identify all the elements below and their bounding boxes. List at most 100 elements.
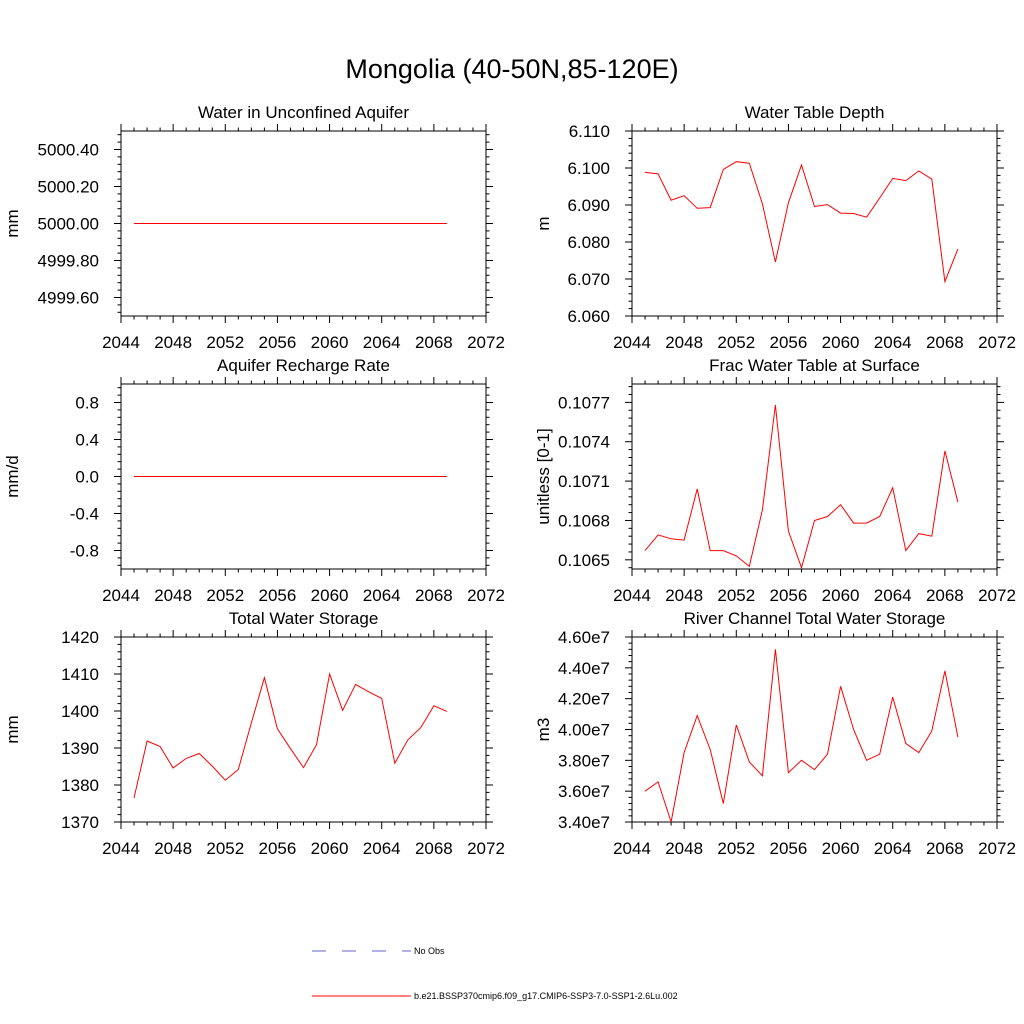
x-tick-label: 2044 bbox=[102, 333, 140, 352]
x-tick-label: 2048 bbox=[154, 839, 192, 858]
panel-6: 2044 2048 2052 2056 2060 2064 2068 2072 3.40e7 3.… bbox=[534, 609, 1016, 858]
y-tick-label: 1370 bbox=[61, 813, 99, 832]
x-tick-label: 2068 bbox=[926, 333, 964, 352]
y-tick-label: 0.4 bbox=[75, 431, 99, 450]
panel-1: 2044 2048 2052 2056 2060 2064 2068 2072 4999.60 4… bbox=[3, 103, 505, 352]
x-tick-label: 2048 bbox=[665, 839, 703, 858]
x-tick-label: 2060 bbox=[311, 839, 349, 858]
x-tick-label: 2052 bbox=[206, 839, 244, 858]
y-tick-label: 6.100 bbox=[567, 159, 610, 178]
x-tick-label: 2068 bbox=[415, 586, 453, 605]
x-tick-label: 2060 bbox=[822, 839, 860, 858]
x-tick-label: 2044 bbox=[102, 586, 140, 605]
panel-title: Water Table Depth bbox=[745, 103, 885, 122]
y-tick-label: 0.1074 bbox=[558, 433, 610, 452]
y-tick-label: 6.060 bbox=[567, 307, 610, 326]
legend: No Obs b.e21.BSSP370cmip6.f09_g17.CMIP6-S… bbox=[312, 946, 678, 1001]
panel-5: 2044 2048 2052 2056 2060 2064 2068 2072 1370 1380… bbox=[3, 609, 505, 858]
y-tick-label: 0.1077 bbox=[558, 393, 610, 412]
plot-frame bbox=[120, 636, 487, 823]
x-tick-label: 2072 bbox=[978, 333, 1016, 352]
x-tick-label: 2072 bbox=[978, 839, 1016, 858]
y-tick-label: 0.1071 bbox=[558, 472, 610, 491]
y-tick-label: 0.8 bbox=[75, 394, 99, 413]
y-tick-label: 6.090 bbox=[567, 196, 610, 215]
panel-title: River Channel Total Water Storage bbox=[684, 609, 946, 628]
plot-frame bbox=[631, 636, 998, 823]
y-tick-label: 5000.40 bbox=[38, 141, 99, 160]
series-line bbox=[644, 161, 959, 284]
y-tick-label: 3.80e7 bbox=[558, 751, 610, 770]
panel-title: Aquifer Recharge Rate bbox=[217, 356, 390, 375]
plot-frame bbox=[631, 130, 998, 317]
x-tick-label: 2056 bbox=[259, 333, 297, 352]
y-axis-label: mm bbox=[3, 209, 22, 237]
y-axis-label: mm bbox=[3, 715, 22, 743]
x-tick-label: 2068 bbox=[926, 586, 964, 605]
y-axis-label: unitless [0-1] bbox=[534, 428, 553, 524]
x-tick-label: 2068 bbox=[415, 333, 453, 352]
x-tick-label: 2064 bbox=[363, 586, 401, 605]
y-tick-label: 6.110 bbox=[569, 122, 610, 141]
x-tick-label: 2044 bbox=[613, 586, 651, 605]
x-tick-label: 2044 bbox=[102, 839, 140, 858]
x-tick-label: 2044 bbox=[613, 333, 651, 352]
y-tick-label: 4.00e7 bbox=[558, 721, 610, 740]
panel-title: Total Water Storage bbox=[229, 609, 379, 628]
x-tick-label: 2048 bbox=[154, 586, 192, 605]
y-tick-label: 6.070 bbox=[567, 270, 610, 289]
x-tick-label: 2052 bbox=[717, 586, 755, 605]
panel-title: Frac Water Table at Surface bbox=[709, 356, 920, 375]
y-tick-label: 4.60e7 bbox=[558, 628, 610, 647]
x-tick-label: 2064 bbox=[874, 839, 912, 858]
x-tick-label: 2056 bbox=[770, 839, 808, 858]
series-line bbox=[644, 404, 959, 570]
series-line bbox=[644, 649, 959, 823]
x-tick-label: 2064 bbox=[874, 586, 912, 605]
y-tick-label: 1420 bbox=[61, 628, 99, 647]
x-tick-label: 2044 bbox=[613, 839, 651, 858]
x-tick-label: 2052 bbox=[717, 333, 755, 352]
x-tick-label: 2072 bbox=[978, 586, 1016, 605]
x-tick-label: 2068 bbox=[415, 839, 453, 858]
panel-title: Water in Unconfined Aquifer bbox=[198, 103, 409, 122]
y-tick-label: 0.1068 bbox=[558, 511, 610, 530]
panel-4: 2044 2048 2052 2056 2060 2064 2068 2072 0.1065 0.… bbox=[534, 356, 1016, 605]
y-tick-label: 5000.20 bbox=[38, 178, 99, 197]
x-tick-label: 2064 bbox=[363, 839, 401, 858]
panel-3: 2044 2048 2052 2056 2060 2064 2068 2072 -0.8 -0.4… bbox=[3, 356, 505, 605]
y-tick-label: 1380 bbox=[61, 776, 99, 795]
x-tick-label: 2048 bbox=[154, 333, 192, 352]
y-tick-label: 4999.80 bbox=[38, 252, 99, 271]
y-tick-label: 1390 bbox=[61, 739, 99, 758]
y-tick-label: 1410 bbox=[61, 665, 99, 684]
x-tick-label: 2072 bbox=[467, 839, 505, 858]
y-tick-label: 4.20e7 bbox=[558, 690, 610, 709]
plot-frame bbox=[631, 383, 998, 570]
y-tick-label: -0.8 bbox=[70, 542, 99, 561]
y-axis-label: m bbox=[534, 216, 553, 230]
y-tick-label: 3.40e7 bbox=[558, 813, 610, 832]
x-tick-label: 2052 bbox=[717, 839, 755, 858]
x-tick-label: 2060 bbox=[311, 586, 349, 605]
legend-label: No Obs bbox=[414, 946, 445, 956]
x-tick-label: 2056 bbox=[259, 839, 297, 858]
x-tick-label: 2056 bbox=[259, 586, 297, 605]
x-tick-label: 2048 bbox=[665, 333, 703, 352]
y-tick-label: 4999.60 bbox=[38, 289, 99, 308]
y-tick-label: 4.40e7 bbox=[558, 659, 610, 678]
x-tick-label: 2064 bbox=[874, 333, 912, 352]
x-tick-label: 2064 bbox=[363, 333, 401, 352]
x-tick-label: 2072 bbox=[467, 586, 505, 605]
x-tick-label: 2048 bbox=[665, 586, 703, 605]
x-tick-label: 2068 bbox=[926, 839, 964, 858]
series-line bbox=[133, 672, 448, 799]
figure-title: Mongolia (40-50N,85-120E) bbox=[345, 54, 679, 84]
x-tick-label: 2060 bbox=[822, 333, 860, 352]
y-tick-label: 6.080 bbox=[567, 233, 610, 252]
x-tick-label: 2072 bbox=[467, 333, 505, 352]
y-tick-label: 1400 bbox=[61, 702, 99, 721]
y-tick-label: 0.0 bbox=[75, 468, 99, 487]
legend-label: b.e21.BSSP370cmip6.f09_g17.CMIP6-SSP3-7.… bbox=[414, 991, 678, 1001]
